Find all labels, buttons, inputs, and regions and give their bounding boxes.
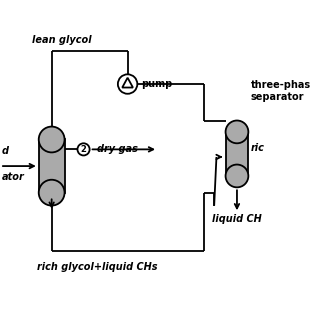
Text: 2: 2 <box>81 145 86 154</box>
Text: liquid CH: liquid CH <box>212 214 262 224</box>
Text: d: d <box>2 146 9 156</box>
Text: dry gas: dry gas <box>97 144 138 154</box>
Text: ator: ator <box>2 172 24 182</box>
Text: three-phas: three-phas <box>251 80 311 90</box>
Circle shape <box>118 74 137 94</box>
Text: lean glycol: lean glycol <box>32 35 92 45</box>
Bar <box>39 140 65 193</box>
Text: rich glycol+liquid CHs: rich glycol+liquid CHs <box>37 262 157 272</box>
Bar <box>226 132 248 176</box>
Ellipse shape <box>39 180 65 205</box>
Circle shape <box>77 143 90 156</box>
Text: pump: pump <box>141 79 172 89</box>
Polygon shape <box>122 78 133 88</box>
Text: separator: separator <box>251 92 304 102</box>
Ellipse shape <box>226 164 248 187</box>
Ellipse shape <box>39 127 65 152</box>
Ellipse shape <box>226 121 248 143</box>
Text: ric: ric <box>251 143 265 153</box>
